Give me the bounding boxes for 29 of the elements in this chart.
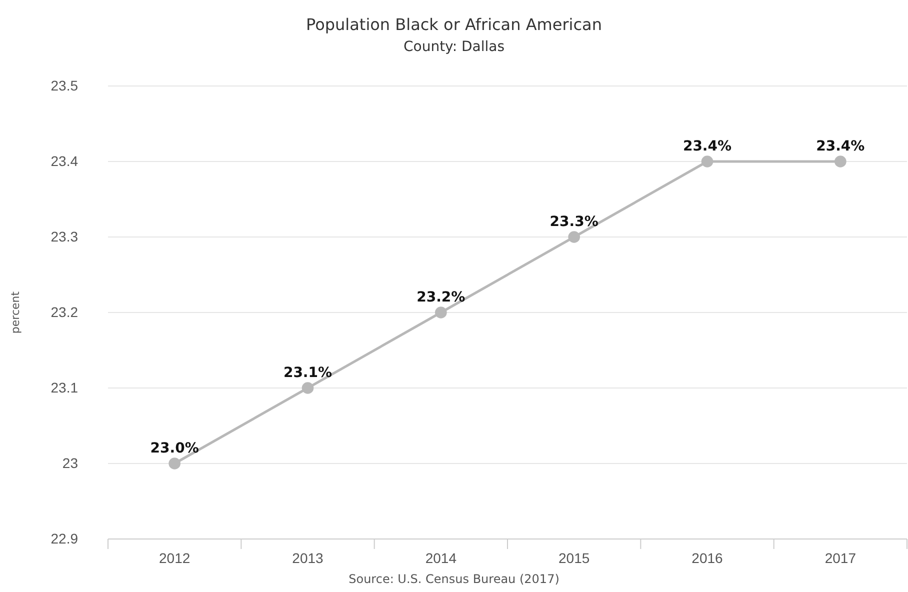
x-tick-label: 2017: [824, 550, 856, 566]
data-label: 23.1%: [283, 365, 332, 381]
chart-title: Population Black or African American: [306, 15, 602, 34]
data-label: 23.3%: [550, 214, 598, 230]
chart-subtitle: County: Dallas: [403, 39, 505, 55]
y-axis-title: percent: [9, 290, 22, 334]
x-tick-label: 2013: [292, 550, 324, 566]
point: [701, 156, 714, 168]
x-tick-label: 2016: [692, 550, 724, 566]
y-tick-label: 22.9: [50, 530, 78, 546]
x-tick-label: 2012: [159, 550, 190, 566]
point: [568, 231, 580, 243]
y-tick-label: 23.5: [50, 77, 78, 94]
y-tick-label: 23: [62, 454, 78, 471]
point: [435, 306, 447, 318]
source-note: Source: U.S. Census Bureau (2017): [348, 572, 560, 586]
y-tick-label: 23.2: [50, 304, 78, 320]
point: [302, 382, 314, 394]
data-label: 23.0%: [150, 440, 199, 456]
y-tick-label: 23.3: [50, 228, 78, 244]
y-tick-label: 23.4: [50, 152, 78, 169]
x-tick-label: 2014: [425, 550, 457, 566]
x-tick-label: 2015: [558, 550, 590, 566]
data-label: 23.4%: [682, 138, 732, 154]
data-label: 23.2%: [416, 290, 466, 306]
point: [834, 156, 846, 168]
point: [168, 458, 180, 470]
data-label: 23.4%: [816, 138, 865, 154]
y-tick-label: 23.1: [50, 379, 78, 396]
